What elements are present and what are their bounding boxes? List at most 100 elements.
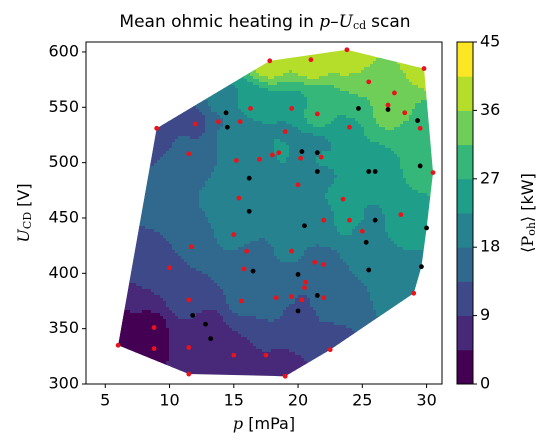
data-point [190, 312, 196, 318]
contour-cell [253, 118, 308, 122]
contour-cell [169, 334, 242, 338]
contour-cell [361, 280, 434, 284]
data-point [417, 125, 423, 131]
contour-cell [163, 298, 227, 302]
contour-cell [127, 85, 155, 89]
contour-cell [328, 190, 419, 194]
contour-cell [220, 115, 248, 119]
contour-cell [328, 139, 371, 143]
contour-cell [199, 202, 329, 206]
contour-cell [340, 256, 434, 260]
contour-cell [163, 316, 179, 320]
data-point [321, 262, 327, 267]
contour-cell [154, 49, 206, 53]
contour-cell [118, 127, 206, 131]
contour-cell [412, 82, 434, 86]
contour-cell [154, 85, 200, 89]
contour-cell [238, 88, 269, 92]
contour-cell [172, 244, 221, 248]
contour-cell [364, 130, 434, 134]
contour-cell [319, 163, 401, 167]
contour-cell [118, 247, 173, 251]
contour-cell [223, 289, 368, 293]
contour-cell [259, 73, 284, 77]
contour-cell [130, 310, 143, 314]
contour-cell [118, 199, 200, 203]
contour-cell [319, 154, 398, 158]
contour-cell [205, 97, 239, 101]
contour-cell [361, 337, 392, 341]
contour-cell [118, 190, 200, 194]
contour-cell [118, 376, 155, 377]
contour-cell [361, 124, 380, 128]
contour-cell [238, 55, 248, 59]
contour-cell [118, 352, 170, 356]
contour-cell [118, 370, 161, 374]
contour-cell [241, 64, 251, 68]
contour-cell [334, 322, 383, 326]
contour-cell [334, 178, 407, 182]
contour-cell [169, 241, 218, 245]
contour-cell [301, 256, 341, 260]
contour-cell [118, 97, 176, 101]
contour-cell [166, 238, 218, 242]
contour-cell [385, 220, 434, 224]
contour-cell [118, 52, 161, 56]
contour-cell [238, 58, 248, 62]
y-tick-label: 500 [48, 152, 79, 171]
contour-cell [391, 148, 434, 152]
contour-cell [118, 316, 164, 320]
data-point [318, 154, 324, 160]
contour-cell [262, 349, 272, 353]
contour-cell [325, 196, 434, 200]
x-tick-label: 15 [224, 391, 244, 410]
contour-cell [118, 76, 194, 80]
contour-cell [259, 85, 335, 89]
contour-cell [223, 319, 269, 323]
contour-cell [211, 58, 230, 62]
contour-cell [253, 67, 365, 71]
contour-cell [118, 280, 131, 284]
contour-cell [274, 250, 305, 254]
contour-cell [289, 151, 323, 155]
colorbar-band [457, 247, 473, 282]
contour-cell [397, 346, 434, 350]
contour-cell [229, 304, 290, 308]
contour-cell [127, 223, 212, 227]
contour-cell [202, 133, 218, 137]
data-point [223, 110, 229, 116]
contour-cell [223, 247, 239, 251]
data-point [347, 124, 352, 130]
contour-cell [205, 211, 335, 215]
contour-cell [364, 214, 386, 218]
title-part: p [319, 12, 330, 32]
contour-cell [325, 193, 428, 197]
contour-cell [238, 313, 284, 317]
colorbar-tick-label: 0 [480, 374, 490, 393]
contour-cell [310, 301, 374, 305]
contour-cell [388, 235, 434, 239]
plot-frame [85, 41, 443, 385]
data-point [289, 106, 295, 111]
contour-cell [385, 127, 395, 131]
contour-cell [298, 295, 308, 299]
contour-cell [223, 316, 257, 320]
contour-cell [268, 88, 341, 92]
data-point [246, 208, 252, 214]
contour-cell [334, 118, 356, 122]
contour-cell [118, 250, 176, 254]
contour-cell [187, 262, 347, 266]
contour-cell [388, 334, 434, 338]
contour-cell [205, 124, 224, 128]
contour-cell [169, 331, 239, 335]
contour-cell [214, 229, 338, 233]
contour-cell [118, 343, 170, 347]
contour-cell [373, 112, 413, 116]
contour-cell [412, 187, 434, 191]
data-point [241, 266, 247, 272]
contour-cell [118, 208, 203, 212]
y-tick-label: 300 [48, 374, 79, 393]
contour-cell [376, 58, 398, 62]
contour-cell [418, 85, 434, 89]
